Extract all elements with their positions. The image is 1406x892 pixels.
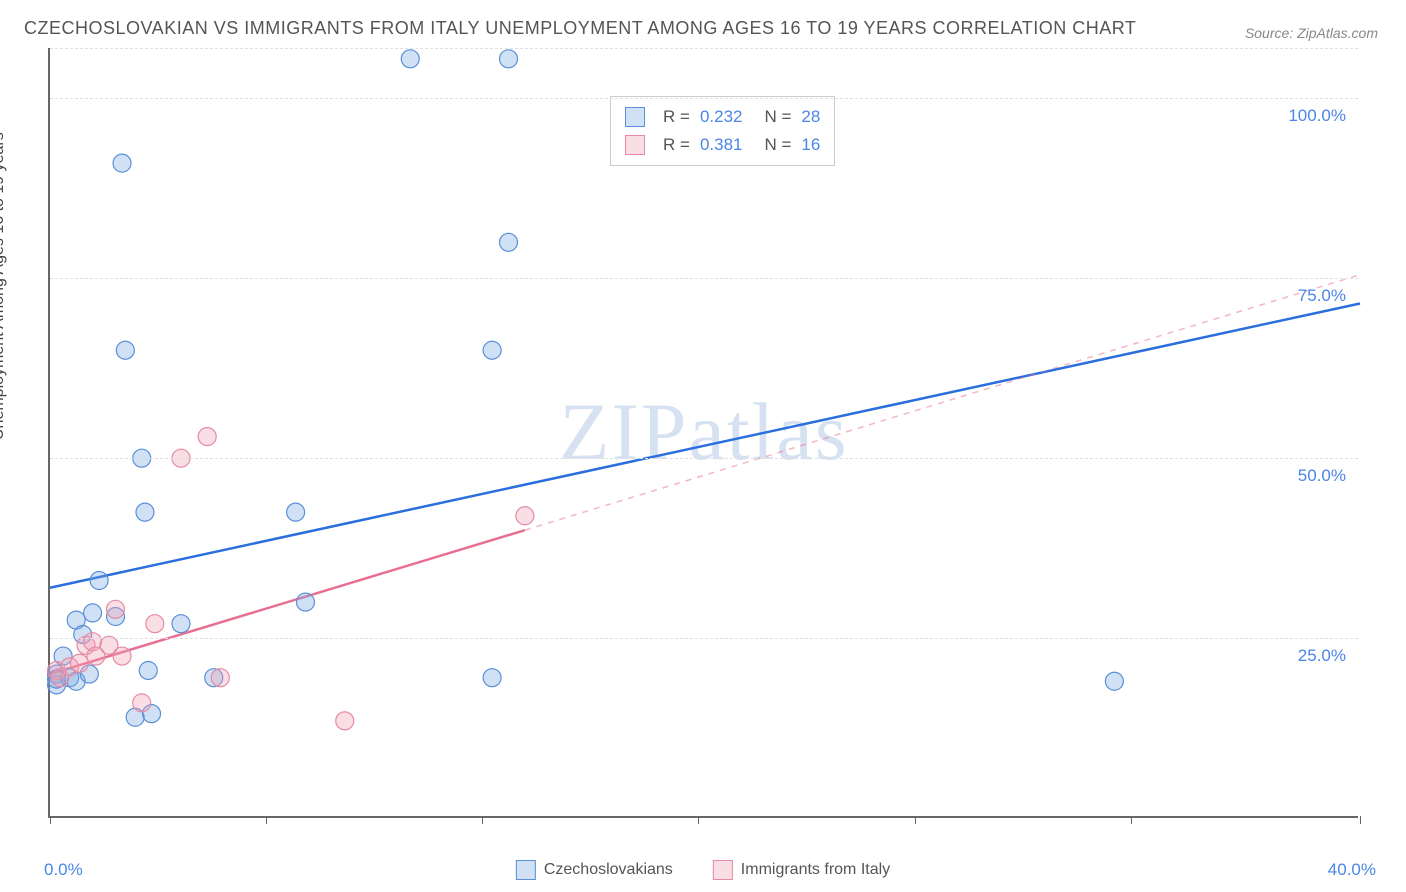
y-tick-label: 50.0% [1298,466,1346,486]
data-point [296,593,314,611]
x-tick-min: 0.0% [44,860,83,880]
chart-title: CZECHOSLOVAKIAN VS IMMIGRANTS FROM ITALY… [24,18,1136,39]
legend-swatch [516,860,536,880]
n-value: 28 [801,103,820,131]
data-point [336,712,354,730]
regression-line-dashed [525,275,1360,530]
gridline-h [50,98,1358,99]
series-legend: Czechoslovakians Immigrants from Italy [516,860,890,880]
x-tick [698,816,699,824]
n-value: 16 [801,131,820,159]
n-label: N = [764,131,791,159]
legend-label: Czechoslovakians [544,861,673,878]
gridline-h [50,458,1358,459]
y-tick-label: 75.0% [1298,286,1346,306]
r-label: R = [663,131,690,159]
legend-row: R = 0.381 N = 16 [625,131,820,159]
x-tick [915,816,916,824]
data-point [133,694,151,712]
data-point [139,661,157,679]
legend-item: Czechoslovakians [516,860,673,880]
x-tick [1131,816,1132,824]
data-point [198,428,216,446]
y-tick-label: 100.0% [1288,106,1346,126]
data-point [113,647,131,665]
legend-swatch [625,107,645,127]
data-point [483,669,501,687]
n-label: N = [764,103,791,131]
plot-area: ZIPatlas R =0.232N =28R =0.381N =16 25.0… [48,48,1358,818]
data-point [500,50,518,68]
data-point [211,669,229,687]
data-point [84,604,102,622]
r-label: R = [663,103,690,131]
legend-row: R = 0.232 N = 28 [625,103,820,131]
data-point [401,50,419,68]
data-point [90,572,108,590]
gridline-h [50,48,1358,49]
regression-line [50,303,1360,587]
x-tick [266,816,267,824]
gridline-h [50,278,1358,279]
legend-label: Immigrants from Italy [741,861,890,878]
data-point [113,154,131,172]
r-value: 0.381 [700,131,743,159]
x-tick [482,816,483,824]
y-tick-label: 25.0% [1298,646,1346,666]
gridline-h [50,638,1358,639]
data-point [500,233,518,251]
data-point [136,503,154,521]
source-attribution: Source: ZipAtlas.com [1245,25,1378,41]
legend-swatch [625,135,645,155]
data-point [172,615,190,633]
data-point [483,341,501,359]
r-value: 0.232 [700,103,743,131]
data-point [146,615,164,633]
x-tick-max: 40.0% [1328,860,1376,880]
x-tick [50,816,51,824]
data-point [116,341,134,359]
correlation-legend: R = 0.232 N = 28 R = 0.381 N = 16 [610,96,835,166]
data-point [287,503,305,521]
legend-swatch [713,860,733,880]
legend-item: Immigrants from Italy [713,860,890,880]
data-point [516,507,534,525]
data-point [70,654,88,672]
x-tick [1360,816,1361,824]
y-axis-label: Unemployment Among Ages 16 to 19 years [0,132,8,440]
data-point [1105,672,1123,690]
data-point [107,600,125,618]
